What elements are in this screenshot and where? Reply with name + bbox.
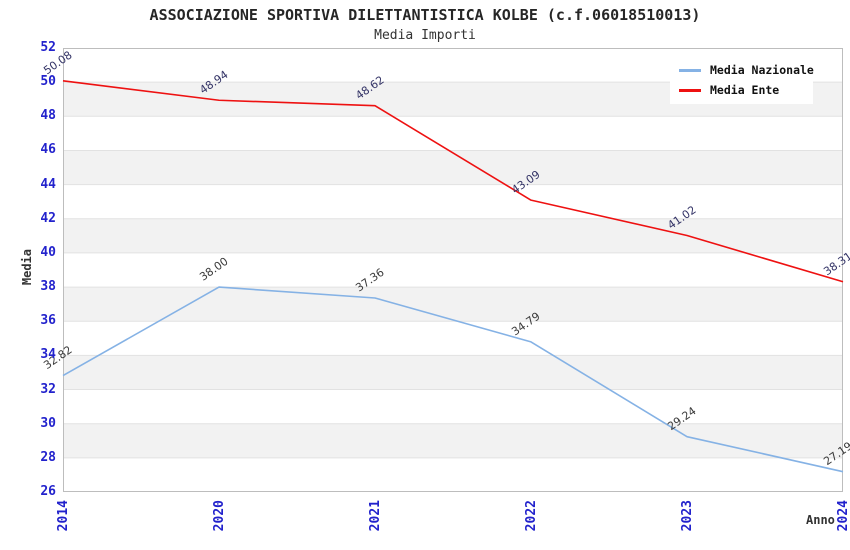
plot-border [63,48,843,492]
legend-item-media-ente: Media Ente [679,80,813,100]
plot-band [63,252,843,288]
plot-band [63,184,843,219]
y-tick-30: 30 [40,415,56,431]
y-tick-36: 36 [40,313,56,329]
plot-band [63,116,843,151]
legend-swatch-media-ente [679,88,701,92]
legend-label-media-ente: Media Ente [710,83,780,97]
legend: Media Nazionale Media Ente [670,56,814,104]
legend-item-media-nazionale: Media Nazionale [679,60,814,80]
x-axis-title: Anno [806,513,835,527]
plot-band [63,457,843,492]
y-tick-52: 52 [40,40,56,55]
legend-label-media-nazionale: Media Nazionale [710,63,814,77]
y-tick-46: 46 [40,142,56,158]
y-tick-28: 28 [40,449,56,465]
legend-swatch-media-nazionale [679,68,701,72]
plot-band [63,355,843,390]
chart-title: ASSOCIAZIONE SPORTIVA DILETTANTISTICA KO… [149,6,701,24]
y-tick-48: 48 [40,108,56,124]
y-tick-50: 50 [40,74,56,90]
y-tick-26: 26 [40,484,56,499]
y-tick-42: 42 [40,210,56,226]
x-tick-2022: 2022 [524,500,539,532]
plot-band [63,321,843,356]
y-tick-44: 44 [40,176,56,192]
y-tick-40: 40 [40,244,56,260]
series-line-media-ente [62,79,844,283]
plot-band [63,389,843,424]
x-tick-2014: 2014 [56,500,71,532]
plot-area: 32.82 38.00 37.36 34.79 29.24 27.19 50.08 48.94… [41,48,850,492]
plot-band [63,287,843,322]
series-line-media-nazionale [62,286,844,473]
x-tick-2023: 2023 [680,500,695,532]
x-tick-2021: 2021 [368,500,383,532]
y-tick-34: 34 [40,347,56,363]
plot-band [63,218,843,253]
y-tick-38: 38 [40,279,56,295]
y-tick-32: 32 [40,381,56,397]
chart-subtitle: Media Importi [374,28,476,43]
plot-band [63,150,843,185]
plot-band [63,423,843,458]
x-tick-2020: 2020 [212,500,227,532]
x-tick-2024: 2024 [836,500,850,532]
